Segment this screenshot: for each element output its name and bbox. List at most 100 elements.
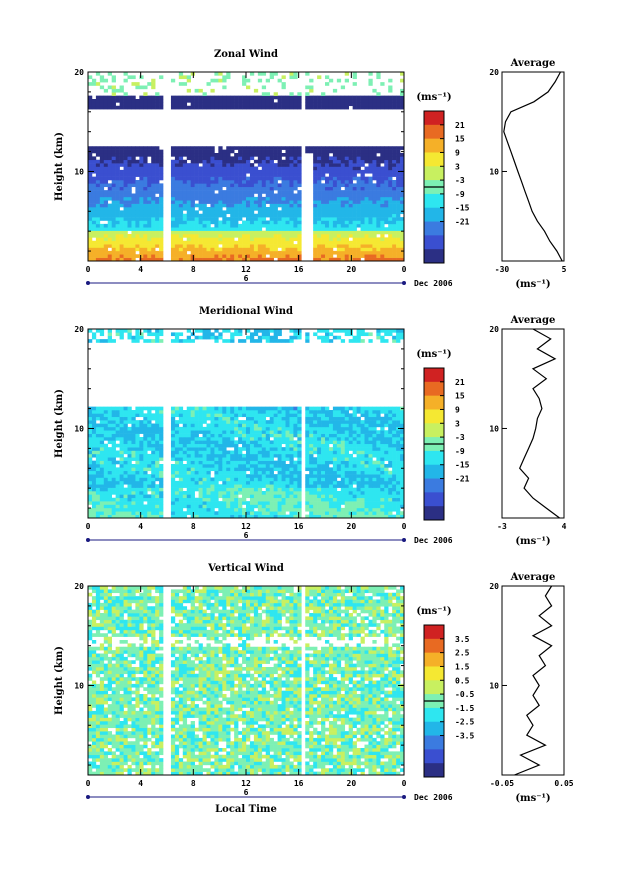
heatmap-cell [396,254,401,258]
heatmap-cell [194,186,199,191]
heatmap-cell [360,227,365,231]
heatmap-cell [190,494,195,499]
heatmap-cell [139,237,144,242]
heatmap-cell [249,480,255,485]
heatmap-cell [214,426,219,431]
heatmap-cell [155,153,160,157]
heatmap-cell [127,203,132,208]
heatmap-cell [396,460,401,465]
heatmap-cell [115,223,120,228]
heatmap-cell [249,477,255,482]
heatmap-cell [273,230,278,235]
heatmap-cell [289,497,294,502]
heatmap-cell [127,186,132,191]
heatmap-cell [273,494,278,499]
heatmap-cell [253,254,259,258]
heatmap-cell [127,507,132,512]
heatmap-cell [238,105,243,110]
heatmap-cell [253,460,259,465]
heatmap-cell [182,457,188,461]
heatmap-cell [226,190,231,194]
heatmap-cell [214,159,219,164]
heatmap-cell [111,470,116,475]
heatmap-cell [396,183,401,188]
heatmap-cell [238,464,243,468]
heatmap-cell [178,430,184,434]
heatmap-cell [321,153,326,157]
heatmap-cell [155,190,160,194]
heatmap-cell [226,163,231,167]
heatmap-cell [281,487,286,492]
heatmap-cell [131,75,136,80]
heatmap-cell [285,491,290,495]
heatmap-cell [253,447,259,451]
heatmap-cell [277,443,282,448]
heatmap-cell [127,447,132,451]
heatmap-cell [317,480,322,485]
heatmap-cell [170,153,176,157]
heatmap-cell [151,196,156,201]
heatmap-cell [388,210,393,215]
heatmap-cell [135,230,140,235]
heatmap-cell [159,494,164,499]
heatmap-cell [139,99,144,103]
heatmap-cell [119,491,124,495]
heatmap-cell [230,257,235,262]
heatmap-cell [340,193,346,198]
panel-title: Meridional Wind [199,306,293,317]
heatmap-cell [344,176,349,181]
heatmap-cell [269,210,274,215]
heatmap-cell [111,484,116,488]
heatmap-cell [123,247,128,252]
heatmap-cell [119,247,124,252]
heatmap-cell [123,433,128,438]
heatmap-cell [119,186,124,191]
heatmap-cell [159,220,164,225]
heatmap-cell [336,247,342,252]
heatmap-cell [210,244,215,248]
heatmap-cell [151,244,156,248]
heatmap-cell [131,207,136,211]
heatmap-cell [95,223,101,228]
heatmap-cell [242,491,247,495]
heatmap-cell [269,433,274,438]
heatmap-cell [127,183,132,188]
heatmap-cell [297,183,302,188]
heatmap-cell [234,474,239,478]
heatmap-cell [186,487,191,492]
heatmap-cell [159,504,164,509]
heatmap-cell [159,240,164,245]
heatmap-cell [230,244,235,248]
heatmap-cell [182,180,188,184]
heatmap-cell [356,193,361,198]
heatmap-cell [143,146,148,150]
heatmap-cell [400,234,405,238]
heatmap-cell [119,437,124,441]
heatmap-cell [384,487,389,492]
heatmap-cell [372,220,377,225]
heatmap-cell [281,474,286,478]
heatmap-cell [384,504,389,509]
heatmap-cell [170,504,176,509]
heatmap-cell [88,82,93,86]
heatmap-cell [155,460,160,465]
heatmap-cell [194,176,199,181]
heatmap-cell [186,213,191,218]
heatmap-cell [202,430,207,434]
heatmap-cell [170,477,176,482]
heatmap-cell [392,443,397,448]
heatmap-cell [376,173,381,177]
heatmap-cell [269,200,274,204]
heatmap-cell [344,217,349,221]
heatmap-cell [368,146,373,150]
heatmap-cell [317,504,322,509]
heatmap-cell [297,153,302,157]
heatmap-cell [91,453,97,458]
heatmap-cell [107,146,112,150]
heatmap-cell [99,78,105,83]
heatmap-cell [348,501,353,505]
heatmap-cell [222,484,227,488]
heatmap-cell [396,220,401,225]
heatmap-cell [230,210,235,215]
heatmap-cell [139,430,144,434]
